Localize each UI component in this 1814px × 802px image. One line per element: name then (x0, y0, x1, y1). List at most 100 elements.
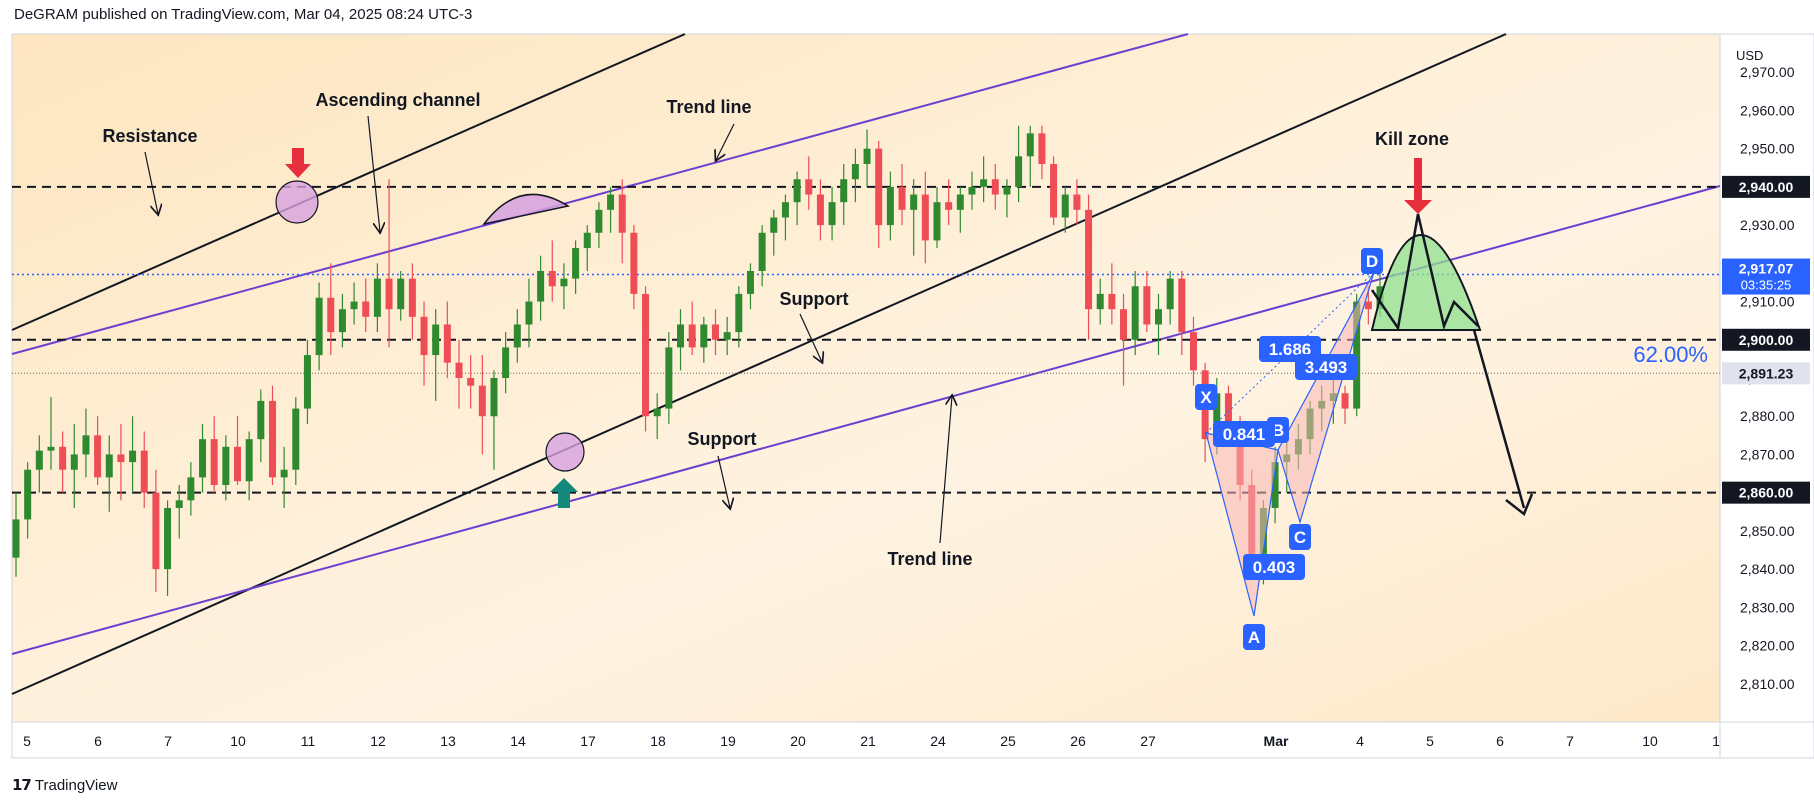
candle-body (583, 232, 591, 249)
harmonic-point-a: A (1243, 624, 1265, 650)
channel-lower-line (11, 33, 1507, 695)
svg-text:0.403: 0.403 (1253, 558, 1296, 577)
current-price-badge (1722, 258, 1810, 295)
candle-body (1061, 194, 1069, 218)
candle-body (70, 454, 78, 470)
channel-leader (367, 115, 380, 232)
fib-level-label: 62.00% (1633, 342, 1708, 367)
x-tick-label: 13 (440, 733, 456, 749)
candle-body (1096, 293, 1104, 310)
price-level-badge (1722, 328, 1810, 351)
harmonic-ratio-xab: 0.841 (1213, 421, 1275, 447)
y-tick-label: 2,880.00 (1740, 408, 1795, 424)
candle-body (1154, 309, 1162, 325)
tradingview-brand: TradingView (34, 776, 118, 794)
kill-zone-zigzag (1370, 213, 1479, 332)
candle-body (560, 278, 568, 287)
candle-body (980, 179, 988, 187)
x-tick-label: 7 (1566, 733, 1574, 749)
candle-body (292, 408, 300, 470)
price-level-value: 2,860.00 (1739, 485, 1794, 501)
candle-body (1178, 278, 1186, 333)
x-tick-label: 17 (580, 733, 596, 749)
annotation-kill-zone: Kill zone (1375, 129, 1449, 149)
x-tick-label: 25 (1000, 733, 1016, 749)
candle-body (385, 278, 393, 310)
candle-body (1341, 393, 1349, 409)
candle-body (1213, 393, 1221, 440)
candle-body (910, 194, 918, 210)
candle-body (548, 270, 556, 287)
candle-body (572, 248, 580, 279)
candle-body (1353, 301, 1361, 409)
candle-body (1224, 393, 1232, 432)
y-tick-label: 2,810.00 (1740, 676, 1795, 692)
x-tick-label: 20 (790, 733, 806, 749)
trend-top-leader (716, 123, 735, 160)
candle-body (1271, 462, 1279, 508)
candle-body (59, 446, 67, 470)
support-lower-leader (717, 455, 730, 508)
candle-body (82, 435, 90, 455)
x-tick-label: 14 (510, 733, 526, 749)
candle-body (338, 309, 346, 333)
svg-text:A: A (1248, 628, 1260, 647)
candle-body (851, 163, 859, 180)
candle-body (921, 194, 929, 241)
candle-body (455, 362, 463, 378)
price-level-badge (1722, 481, 1810, 504)
x-tick-label: 5 (23, 733, 31, 749)
candle-body (1143, 286, 1151, 325)
resistance-leader (144, 151, 158, 214)
x-tick-label: 6 (1496, 733, 1504, 749)
candle-body (711, 324, 719, 340)
annotation-support-upper: Support (780, 289, 849, 309)
candle-body (816, 194, 824, 226)
candle-body (24, 469, 32, 520)
candle-body (513, 324, 521, 348)
candle-countdown: 03:35:25 (1741, 278, 1792, 293)
upper-trend-line (11, 33, 1189, 355)
annotation-trend-line-top: Trend line (666, 97, 751, 117)
candle-body (140, 450, 148, 493)
candle-body (1120, 309, 1128, 340)
candle-body (1050, 163, 1058, 218)
channel-upper-line (11, 33, 686, 331)
y-tick-label: 2,840.00 (1740, 561, 1795, 577)
candle-body (164, 507, 172, 570)
svg-text:D: D (1366, 252, 1378, 271)
annotation-support-lower: Support (688, 429, 757, 449)
y-tick-label: 2,930.00 (1740, 217, 1795, 233)
candle-body (362, 301, 370, 317)
price-level-value: 2,891.23 (1739, 365, 1794, 381)
y-tick-label: 2,950.00 (1740, 141, 1795, 157)
plot-background (12, 34, 1720, 722)
candle-body (875, 148, 883, 226)
candle-body (665, 347, 673, 409)
candle-body (700, 324, 708, 348)
publisher-header: DeGRAM published on TradingView.com, Mar… (14, 6, 473, 23)
x-tick-label: 18 (650, 733, 666, 749)
candle-body (327, 297, 335, 333)
candle-body (245, 439, 253, 482)
candle-body (12, 519, 20, 558)
currency-label: USD (1736, 48, 1763, 63)
candle-body (490, 378, 498, 417)
candle-body (222, 446, 230, 486)
x-tick-label: 27 (1140, 733, 1156, 749)
annotation-ascending-channel: Ascending channel (315, 90, 480, 110)
candle-body (746, 270, 754, 294)
y-tick-label: 2,910.00 (1740, 294, 1795, 310)
candle-body (257, 400, 265, 440)
svg-text:0.841: 0.841 (1223, 425, 1266, 444)
candle-body (595, 209, 603, 233)
candle-body (630, 232, 638, 294)
resistance-touch-circle (275, 180, 319, 224)
tradingview-footer[interactable]: 𝟭𝟳 TradingView (12, 776, 118, 795)
harmonic-ratio-abc: 0.403 (1243, 554, 1305, 580)
x-tick-label: 12 (370, 733, 386, 749)
candle-body (840, 179, 848, 203)
candle-body (432, 324, 440, 356)
x-tick-label: 26 (1070, 733, 1086, 749)
